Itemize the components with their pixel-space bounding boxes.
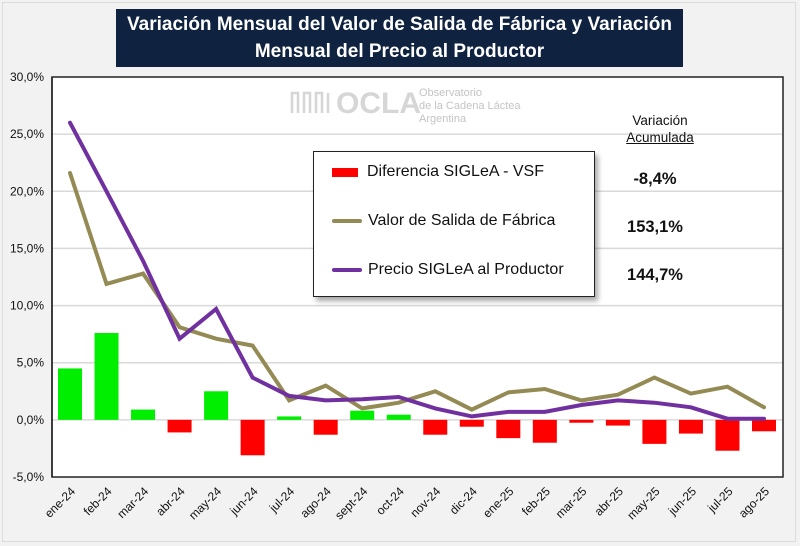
bar-feb-24 bbox=[94, 333, 119, 420]
bar-jul-25 bbox=[715, 419, 740, 451]
gridlines bbox=[52, 133, 783, 421]
accumulated-value-siglea: 144,7% bbox=[627, 266, 683, 284]
x-tick-label: oct-24 bbox=[373, 484, 407, 518]
x-tick-label: ene-25 bbox=[480, 484, 517, 521]
ocla-watermark: OCLA Observatorio de la Cadena Láctea Ar… bbox=[290, 87, 521, 125]
bar-mar-25 bbox=[569, 419, 594, 423]
chart-title-line2: Mensual del Precio al Productor bbox=[254, 41, 545, 62]
y-axis-ticks: -5,0% 0,0% 5,0% 10,0% 15,0% 20,0% 25,0% 30,0% bbox=[10, 70, 44, 484]
watermark-brand: OCLA bbox=[336, 87, 421, 120]
watermark-line3: Argentina bbox=[419, 113, 467, 125]
accumulated-header-line1: Variación bbox=[632, 113, 688, 128]
watermark-line2: de la Cadena Láctea bbox=[419, 100, 521, 112]
x-tick-label: jun-24 bbox=[227, 484, 261, 518]
bar-sept-24 bbox=[350, 410, 375, 420]
y-tick-label: 0,0% bbox=[17, 413, 45, 427]
x-tick-label: ago-24 bbox=[297, 484, 334, 521]
y-tick-label: 15,0% bbox=[10, 241, 44, 255]
x-tick-label: dic-24 bbox=[447, 484, 480, 517]
x-tick-label: ene-24 bbox=[42, 484, 79, 521]
bar-mar-24 bbox=[131, 409, 156, 420]
bar-ene-25 bbox=[496, 419, 521, 439]
x-tick-label: sept-24 bbox=[332, 484, 370, 522]
bar-jun-24 bbox=[240, 419, 265, 456]
legend-item-diferencia: Diferencia SIGLeA - VSF bbox=[332, 163, 544, 181]
bar-series bbox=[58, 333, 776, 456]
accumulated-header-line2: Acumulada bbox=[626, 130, 694, 145]
y-tick-label: 10,0% bbox=[10, 299, 44, 313]
legend-label: Precio SIGLeA al Productor bbox=[368, 261, 564, 278]
x-tick-label: mar-24 bbox=[114, 484, 151, 521]
bar-may-24 bbox=[204, 391, 229, 420]
legend-label: Diferencia SIGLeA - VSF bbox=[367, 163, 544, 180]
bar-ago-24 bbox=[313, 419, 338, 435]
line-series bbox=[68, 120, 766, 421]
accumulated-value-diferencia: -8,4% bbox=[633, 170, 677, 188]
x-tick-label: feb-25 bbox=[519, 484, 553, 518]
y-tick-label: -5,0% bbox=[13, 470, 45, 484]
legend-item-siglea: Precio SIGLeA al Productor bbox=[332, 261, 564, 279]
x-tick-label: abr-24 bbox=[153, 484, 188, 519]
bar-abr-25 bbox=[605, 419, 630, 426]
line-precio-siglea bbox=[68, 120, 766, 421]
x-tick-label: mar-25 bbox=[553, 484, 590, 521]
x-tick-label: jul-25 bbox=[704, 484, 736, 516]
bar-may-25 bbox=[642, 419, 667, 444]
x-tick-label: jul-24 bbox=[266, 484, 298, 516]
bar-jul-24 bbox=[277, 416, 302, 420]
bar-ene-24 bbox=[58, 368, 82, 420]
x-tick-label: ago-25 bbox=[736, 484, 773, 521]
x-tick-label: feb-24 bbox=[81, 484, 115, 518]
legend-swatch-bar-icon bbox=[332, 167, 358, 177]
line-valor-salida-fabrica bbox=[68, 171, 766, 412]
bar-jun-25 bbox=[678, 419, 703, 434]
bar-dic-24 bbox=[459, 419, 484, 427]
watermark-line1: Observatorio bbox=[419, 87, 482, 99]
legend-swatch-line-icon bbox=[332, 268, 362, 272]
bar-ago-25 bbox=[752, 419, 776, 432]
legend-swatch-line-icon bbox=[332, 219, 362, 223]
x-tick-label: may-24 bbox=[186, 484, 224, 522]
y-tick-label: 25,0% bbox=[10, 127, 44, 141]
x-tick-label: jun-25 bbox=[665, 484, 699, 518]
ocla-logo-icon bbox=[290, 91, 330, 113]
bar-abr-24 bbox=[167, 419, 192, 433]
x-tick-label: nov-24 bbox=[408, 484, 444, 520]
x-tick-label: may-25 bbox=[624, 484, 662, 522]
y-tick-label: 5,0% bbox=[17, 356, 45, 370]
legend-label: Valor de Salida de Fábrica bbox=[368, 212, 556, 229]
bar-oct-24 bbox=[386, 414, 411, 420]
legend: Diferencia SIGLeA - VSF Valor de Salida … bbox=[313, 151, 595, 297]
y-tick-label: 20,0% bbox=[10, 184, 44, 198]
bar-nov-24 bbox=[423, 419, 448, 435]
chart-title: Variación Mensual del Valor de Salida de… bbox=[116, 9, 683, 67]
y-tick-label: 30,0% bbox=[10, 70, 44, 84]
legend-item-vsf: Valor de Salida de Fábrica bbox=[332, 212, 555, 230]
accumulated-header: Variación Acumulada bbox=[610, 112, 710, 146]
accumulated-value-vsf: 153,1% bbox=[627, 218, 683, 236]
x-tick-label: abr-25 bbox=[592, 484, 627, 519]
chart-title-line1: Variación Mensual del Valor de Salida de… bbox=[127, 14, 672, 35]
bar-feb-25 bbox=[532, 419, 557, 443]
plot-border bbox=[51, 76, 784, 478]
